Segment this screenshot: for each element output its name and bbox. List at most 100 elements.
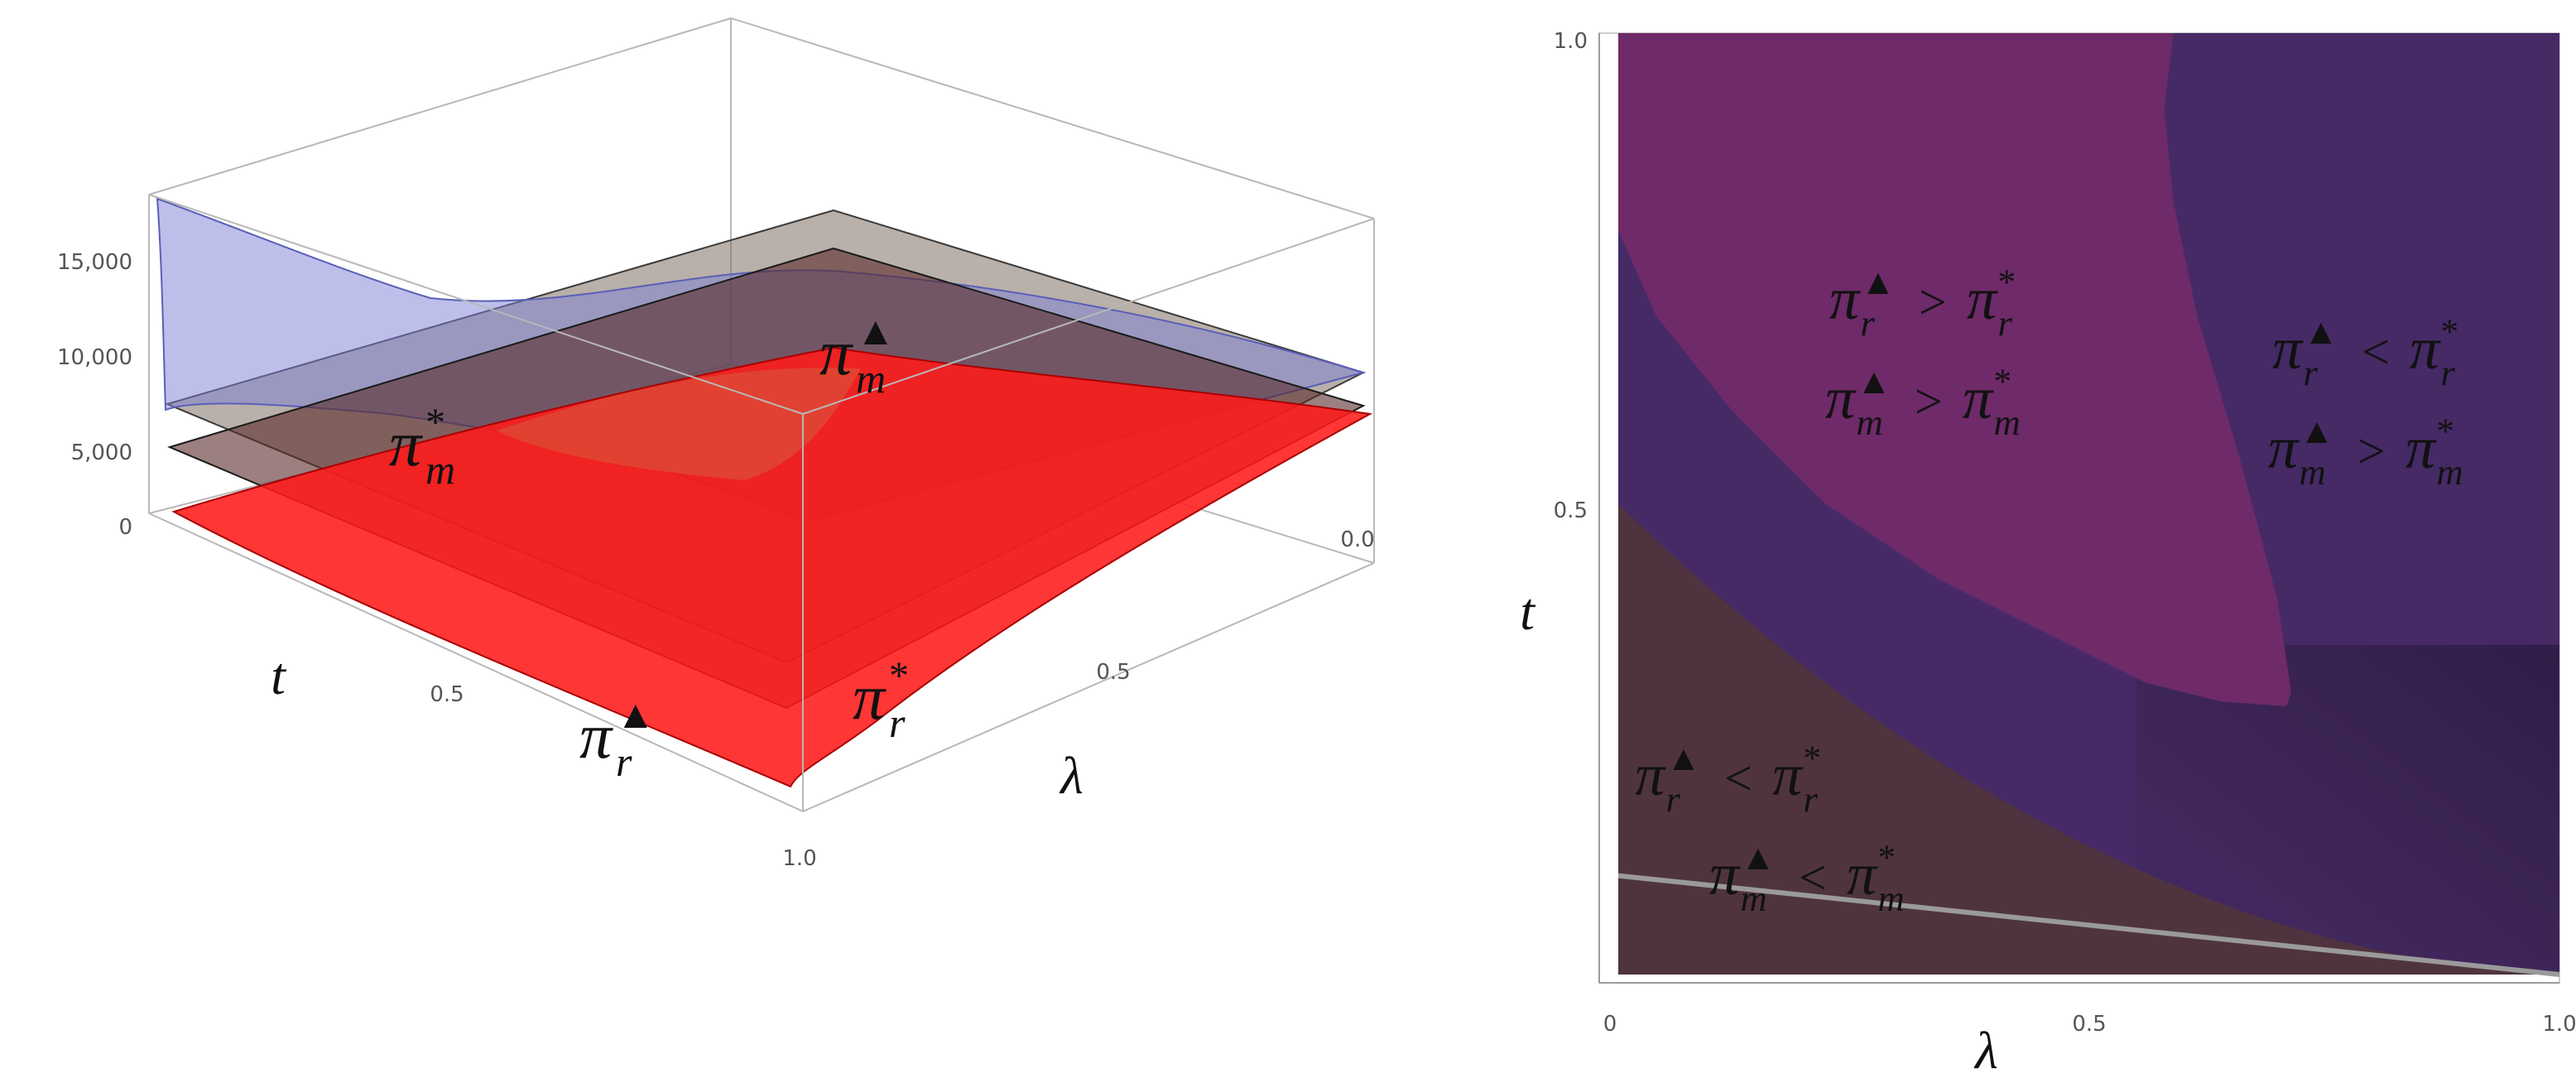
region-term-right: π *m	[1847, 839, 1905, 919]
surface-label-sup: ▲	[616, 693, 656, 737]
surface-label-base: π	[389, 407, 423, 479]
region-term-right-sup: *	[1997, 263, 2016, 302]
region-op: >	[1919, 275, 1947, 330]
t-axis-label: t	[271, 647, 287, 705]
surface-label: π *r	[853, 654, 909, 746]
region-term-left-base: π	[1825, 365, 1857, 431]
y-ticks: 0.5 1.0 t	[1520, 29, 1588, 641]
region-term-left-sub: m	[1856, 402, 1882, 443]
z-axis: 0 5,000 10,000 15,000	[57, 250, 132, 540]
surface-label-sup: *	[889, 654, 909, 698]
t-axis: 0.5 t	[271, 647, 464, 707]
region-term-right-base: π	[2405, 415, 2437, 481]
boundary-line	[1617, 873, 2560, 977]
y-axis-label: t	[1520, 582, 1536, 641]
surface-overlap-region	[497, 368, 861, 480]
region-op: >	[2357, 424, 2386, 479]
region-term-right: π *r	[2410, 313, 2458, 393]
region-term-right: π *m	[1963, 363, 2021, 443]
region-term-left: π ▲r	[1829, 263, 1896, 344]
region-term-right-base: π	[1772, 742, 1804, 808]
surface-label-base: π	[853, 661, 887, 733]
region-term-right-sup: *	[1803, 739, 1821, 778]
region-term-right-base: π	[2410, 315, 2441, 382]
region-op: >	[1915, 374, 1943, 429]
region-term-left: π ▲r	[1635, 739, 1701, 820]
region-term-right-sub: r	[1997, 302, 2012, 344]
region-label-top-left: π ▲r > π *rπ ▲m > π *m	[1825, 263, 2021, 443]
region-term-left-base: π	[1709, 841, 1741, 907]
surface-labels: π ▲mπ *mπ *rπ ▲r	[389, 310, 909, 785]
surface-plot: 0 5,000 10,000 15,000 0.5 t 0.0 0.5 1.0 …	[57, 17, 1375, 871]
z-tick-label: 0	[118, 515, 132, 540]
region-term-left-sub: r	[2303, 352, 2318, 393]
region-axes	[1598, 33, 2559, 984]
region-term-left-base: π	[1829, 266, 1861, 332]
region-term-right-sup: *	[2436, 412, 2454, 451]
lambda-tick-label: 0.0	[1340, 527, 1374, 552]
x-tick-label: 1.0	[2542, 1012, 2576, 1037]
region-term-left: π ▲m	[1825, 363, 1891, 443]
region-pink	[1618, 33, 2291, 706]
x-tick-label: 0.5	[2072, 1012, 2106, 1037]
lambda-axis: 0.0 0.5 1.0 λ	[782, 527, 1374, 871]
z-tick-label: 10,000	[57, 345, 132, 370]
surface-label: π ▲m	[819, 310, 896, 402]
lambda-tick-label: 0.5	[1096, 660, 1130, 685]
surface-label-sup: ▲	[856, 310, 896, 354]
region-op: <	[1724, 751, 1752, 806]
region-term-right-sub: m	[2436, 451, 2463, 493]
surface-label-sub: r	[616, 739, 632, 785]
region-term-right-sub: r	[1803, 778, 1818, 820]
surface-label-sub: m	[856, 355, 886, 402]
region-label-right: π ▲r < π *rπ ▲m > π *m	[2268, 313, 2463, 493]
region-op: <	[1799, 850, 1827, 905]
region-term-left-sup: ▲	[1740, 839, 1776, 878]
region-term-right-base: π	[1967, 266, 1998, 332]
region-term-right: π *r	[1967, 263, 2016, 344]
surface-pi-r-tri	[171, 346, 1373, 788]
region-term-right-sub: m	[1993, 402, 2020, 443]
region-term-right-base: π	[1847, 841, 1878, 907]
z-tick-label: 15,000	[57, 250, 132, 275]
lambda-axis-label: λ	[1059, 746, 1084, 805]
x-axis-label: λ	[1973, 1021, 1998, 1080]
region-term-left-base: π	[2272, 315, 2304, 382]
t-tick-label: 0.5	[430, 682, 464, 707]
region-term-left-base: π	[1635, 742, 1666, 808]
region-label-bottom-left: π ▲r < π *rπ ▲m < π *m	[1635, 739, 1905, 919]
region-term-left-sub: r	[1665, 778, 1680, 820]
region-term-left: π ▲m	[2268, 412, 2334, 493]
surface-label: π ▲r	[579, 693, 656, 785]
region-term-left-sub: r	[1860, 302, 1875, 344]
surface-label-base: π	[819, 316, 853, 388]
surface-label-base: π	[579, 700, 613, 772]
region-plot: 0 0.5 1.0 λ 0.5 1.0 t π ▲r > π *rπ ▲m > π *mπ ▲r <…	[1520, 29, 2576, 1080]
region-term-left: π ▲m	[1709, 839, 1776, 919]
region-labels: π ▲r > π *rπ ▲m > π *mπ ▲r < π *rπ ▲m > π *mπ ▲r < π *rπ ▲m < π…	[1635, 263, 2463, 919]
surface-label-sub: m	[425, 446, 455, 493]
region-op: <	[2362, 325, 2390, 379]
region-term-right-sup: *	[2440, 313, 2458, 352]
x-ticks: 0 0.5 1.0 λ	[1603, 1012, 2576, 1080]
lambda-tick-label: 1.0	[782, 846, 816, 871]
region-shadow	[2136, 645, 2559, 975]
region-term-right-sup: *	[1993, 363, 2011, 402]
region-term-right-base: π	[1963, 365, 1994, 431]
x-tick-label: 0	[1603, 1012, 1617, 1037]
box-front-edges	[148, 194, 1375, 812]
region-term-left: π ▲r	[2272, 313, 2338, 393]
region-term-left-sup: ▲	[2303, 313, 2338, 352]
region-term-right: π *r	[1772, 739, 1821, 820]
region-term-left-sup: ▲	[1860, 263, 1896, 302]
region-term-left-sub: m	[2299, 451, 2325, 493]
region-term-right-sub: m	[1877, 878, 1904, 919]
region-term-left-sub: m	[1740, 878, 1766, 919]
surface-label: π *m	[389, 401, 455, 493]
y-tick-label: 1.0	[1554, 29, 1588, 54]
z-tick-label: 5,000	[71, 440, 132, 465]
region-term-right-sub: r	[2440, 352, 2455, 393]
region-term-left-sup: ▲	[2299, 412, 2334, 451]
region-term-right: π *m	[2405, 412, 2463, 493]
